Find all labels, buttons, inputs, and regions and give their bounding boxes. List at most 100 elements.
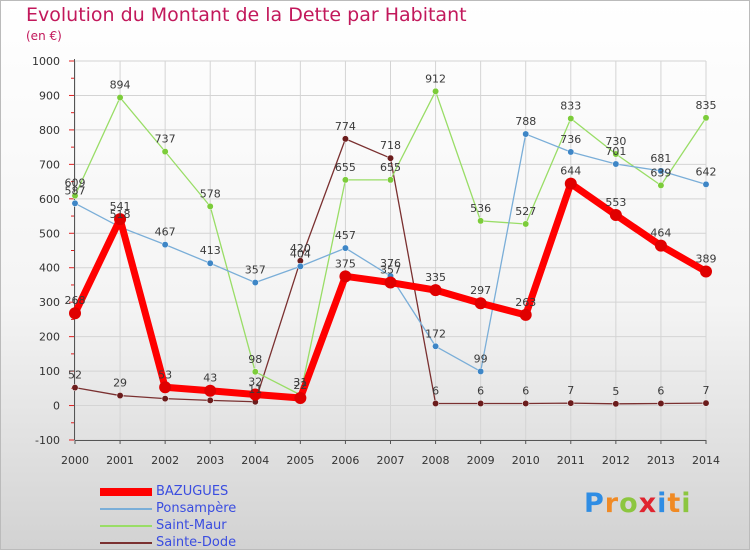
data-label: 774 [335, 120, 356, 133]
data-label: 912 [425, 72, 446, 85]
data-point [249, 388, 262, 401]
data-label: 737 [155, 133, 176, 146]
data-label: 268 [65, 294, 86, 307]
data-label: 467 [155, 226, 176, 239]
data-label: 32 [248, 376, 262, 389]
data-label: 376 [380, 257, 401, 270]
data-label: 357 [245, 264, 266, 277]
data-point [657, 181, 665, 189]
legend-label: Saint-Maur [156, 518, 227, 533]
data-label: 5 [612, 385, 619, 398]
data-point [206, 396, 214, 404]
data-point [702, 399, 710, 407]
y-tick-label: 800 [39, 124, 60, 137]
data-label: 7 [703, 384, 710, 397]
logo-letter: r [604, 488, 620, 519]
logo-letter: t [667, 488, 682, 519]
x-tick-label: 2005 [286, 454, 314, 467]
y-tick-label: 700 [39, 158, 60, 171]
data-point [161, 148, 169, 156]
chart-title: Evolution du Montant de la Dette par Hab… [26, 4, 467, 26]
data-point [702, 114, 710, 122]
data-label: 536 [470, 202, 491, 215]
data-label: 420 [290, 242, 311, 255]
data-point [116, 94, 124, 101]
data-label: 43 [203, 372, 217, 385]
data-label: 833 [560, 100, 581, 113]
data-label: 578 [200, 187, 221, 200]
data-label: 172 [425, 327, 446, 340]
data-label: 11 [248, 383, 262, 396]
data-point [432, 400, 440, 407]
y-tick-label: -100 [35, 434, 60, 447]
data-point [296, 262, 304, 270]
data-label: 31 [293, 376, 307, 389]
data-label: 6 [657, 384, 664, 397]
data-point [116, 392, 124, 400]
series-saint-maur [71, 87, 710, 399]
x-tick-label: 2003 [196, 454, 224, 467]
data-point [612, 150, 620, 158]
data-point [700, 265, 712, 278]
data-point [657, 167, 665, 175]
x-tick-label: 2012 [602, 454, 630, 467]
y-tick-label: 100 [39, 365, 60, 378]
data-label: 718 [380, 139, 401, 152]
data-point [71, 199, 79, 207]
y-tick-label: 600 [39, 193, 60, 206]
data-label: 413 [200, 244, 221, 257]
x-tick-label: 2006 [331, 454, 359, 467]
y-tick-label: 300 [39, 296, 60, 309]
legend-swatch [100, 508, 152, 510]
unit-label: (en €) [26, 29, 62, 43]
data-label: 642 [696, 165, 717, 178]
data-point [657, 400, 665, 407]
data-point [612, 400, 620, 408]
data-label: 609 [65, 177, 86, 190]
data-point [654, 239, 667, 252]
data-point [432, 87, 440, 95]
data-point [114, 213, 127, 226]
logo-letter: x [638, 488, 658, 519]
data-label: 99 [474, 352, 488, 365]
data-label: 518 [110, 208, 131, 221]
data-point [567, 399, 575, 407]
data-label: 29 [113, 377, 127, 390]
logo-letter: P [584, 488, 605, 519]
data-point [519, 308, 532, 321]
legend-swatch [100, 542, 152, 544]
data-point [477, 217, 485, 225]
data-label: 655 [335, 161, 356, 174]
data-point [161, 395, 169, 403]
data-point [341, 135, 349, 143]
data-label: 835 [696, 99, 717, 112]
legend-swatch [100, 488, 152, 496]
x-tick-label: 2002 [151, 454, 179, 467]
data-label: 263 [515, 296, 536, 309]
data-label: 53 [158, 368, 172, 381]
data-label: 788 [515, 115, 536, 128]
data-label: 736 [560, 133, 581, 146]
data-point [477, 367, 485, 375]
data-point [567, 148, 575, 156]
data-label: 375 [335, 257, 356, 270]
data-label: 587 [65, 184, 86, 197]
data-label: 553 [605, 196, 626, 209]
data-label: 357 [380, 264, 401, 277]
x-tick-label: 2008 [422, 454, 450, 467]
data-point [251, 279, 259, 286]
legend-swatch [100, 525, 152, 527]
logo-letter: o [619, 488, 639, 519]
data-point [251, 368, 259, 376]
data-point [429, 284, 442, 297]
data-label: 22 [293, 379, 307, 392]
data-label: 52 [68, 369, 82, 382]
data-point [567, 115, 575, 122]
data-point [71, 384, 79, 392]
data-point [609, 209, 622, 222]
data-point [69, 307, 81, 320]
data-point [522, 220, 530, 228]
data-label: 894 [110, 79, 131, 92]
